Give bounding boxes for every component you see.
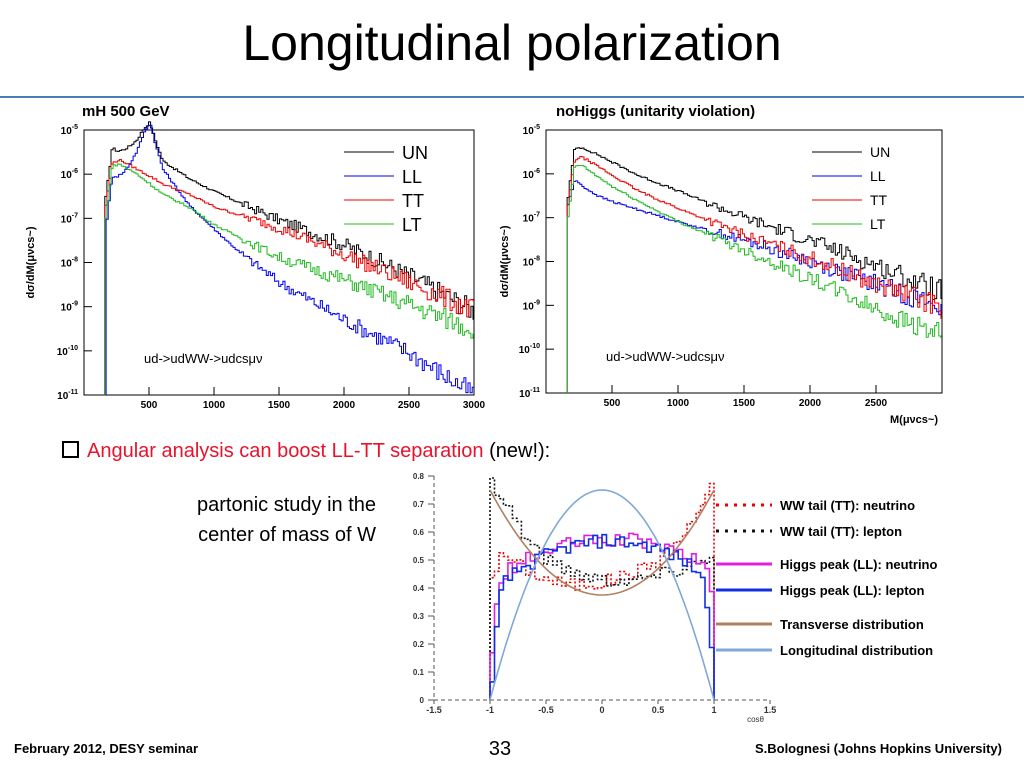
chart3-ytick-label: 0.2 <box>413 640 425 649</box>
chart1-ytick-label: 10-10 <box>57 345 78 358</box>
chart1-xtick-label: 500 <box>141 400 158 411</box>
chart3-series-1 <box>489 477 715 700</box>
chart1-series-LL <box>105 124 474 395</box>
chart2-xtick-label: 2500 <box>865 398 888 409</box>
chart2-ytick-label: 10-8 <box>523 256 540 269</box>
chart1-ytick-label: 10-9 <box>61 301 78 314</box>
chart1-xtick-label: 1500 <box>268 400 291 411</box>
chart1-series-LT <box>104 163 474 395</box>
chart3-ytick-label: 0.3 <box>413 612 425 621</box>
chart2-xtick-label: 2000 <box>799 398 822 409</box>
chart1-ytick-label: 10-11 <box>57 389 78 402</box>
chart3-legend-label: Longitudinal distribution <box>780 643 933 658</box>
chart1-ytick-label: 10-6 <box>61 168 78 181</box>
chart1-ylabel: dσ/dM(μνcs~) <box>25 226 37 298</box>
title-rule <box>0 96 1024 98</box>
chart2-ytick-label: 10-9 <box>523 299 540 312</box>
chart2-title: noHiggs (unitarity violation) <box>556 103 756 120</box>
chart2-legend-label: LL <box>870 168 886 184</box>
chart2-series-TT <box>566 156 942 393</box>
chart3-ytick-label: 0.6 <box>413 528 425 537</box>
chart2-series-LL <box>566 180 942 393</box>
chart3-ytick-label: 0.4 <box>413 584 425 593</box>
chart1-xtick-label: 2000 <box>333 400 356 411</box>
chart1-legend-label: UN <box>402 143 428 163</box>
chart3-legend-label: Transverse distribution <box>780 617 924 632</box>
chart2-series-LT <box>566 165 942 393</box>
chart2-legend-label: UN <box>870 144 890 160</box>
footer-right: S.Bolognesi (Johns Hopkins University) <box>754 741 1002 756</box>
chart3-series-3 <box>489 533 715 700</box>
bullet-highlight: Angular analysis can boost LL-TT separat… <box>87 440 484 462</box>
bullet-suffix: (new!): <box>483 440 551 462</box>
checkbox-bullet-icon <box>62 441 79 458</box>
chart3-series-4 <box>489 489 715 596</box>
chart3-ytick-label: 0.1 <box>413 668 425 677</box>
chart3-legend-label: Higgs peak (LL): neutrino <box>780 557 938 572</box>
chart1-ytick-label: 10-5 <box>61 124 78 137</box>
chart1-xtick-label: 1000 <box>203 400 226 411</box>
chart2-legend-label: TT <box>870 192 888 208</box>
chart1-series-TT <box>104 159 474 395</box>
chart3-xlabel: cosθ <box>747 715 764 724</box>
chart3-xtick-label: -0.5 <box>538 705 554 715</box>
chart2-ytick-label: 10-7 <box>523 212 540 225</box>
chart1-legend-label: TT <box>402 191 424 211</box>
chart1-plot-frame <box>83 129 475 396</box>
chart3-series-5 <box>489 489 715 701</box>
chart3-series-0 <box>489 482 715 700</box>
chart3-ytick-label: 0.5 <box>413 556 425 565</box>
chart2-xlabel: M(μνcs~) <box>890 414 938 426</box>
chart1-series-UN <box>104 121 474 395</box>
chart1-legend-label: LL <box>402 167 422 187</box>
footer-left: February 2012, DESY seminar <box>14 741 199 756</box>
page-number: 33 <box>488 738 512 760</box>
chart3-ytick-label: 0.8 <box>413 472 425 481</box>
chart1-legend-label: LT <box>402 215 422 235</box>
chart2-xtick-label: 1500 <box>733 398 756 409</box>
chart1-xtick-label: 3000 <box>463 400 486 411</box>
chart3-xtick-label: 1 <box>711 705 716 715</box>
chart1-annotation: ud->udWW->udcsμν <box>144 351 263 366</box>
chart3-xtick-label: 1.5 <box>764 705 777 715</box>
chart1-ytick-label: 10-7 <box>61 212 78 225</box>
chart2-legend-label: LT <box>870 216 886 232</box>
chart2-ytick-label: 10-11 <box>519 387 540 400</box>
chart1-ytick-label: 10-8 <box>61 257 78 270</box>
chart3-xtick-label: 0 <box>599 705 604 715</box>
chart3-ytick-label: 0.7 <box>413 500 425 509</box>
chart2-xtick-label: 500 <box>604 398 621 409</box>
chart3-xtick-label: 0.5 <box>652 705 665 715</box>
chart2-xtick-label: 1000 <box>667 398 690 409</box>
chart3-legend-label: WW tail (TT): neutrino <box>780 498 915 513</box>
chart2-ylabel: dσ/dM(μνcs~) <box>499 225 511 297</box>
chart2-ytick-label: 10-6 <box>523 168 540 181</box>
chart3-ytick-label: 0 <box>420 696 425 705</box>
chart3-xtick-label: -1 <box>486 705 494 715</box>
chart2-annotation: ud->udWW->udcsμν <box>606 349 725 364</box>
partonic-note: partonic study in the center of mass of … <box>197 494 376 546</box>
chart3-legend-label: Higgs peak (LL): lepton <box>780 583 925 598</box>
chart2-ytick-label: 10-10 <box>519 343 540 356</box>
bullet-line: Angular analysis can boost LL-TT separat… <box>62 440 550 463</box>
chart1-title: mH 500 GeV <box>82 103 170 120</box>
chart2-ytick-label: 10-5 <box>523 124 540 137</box>
chart3-xtick-label: -1.5 <box>426 705 442 715</box>
chart2-series-UN <box>566 147 942 393</box>
chart3-legend-label: WW tail (TT): lepton <box>780 524 902 539</box>
slide-title: Longitudinal polarization <box>242 15 782 71</box>
chart1-xtick-label: 2500 <box>398 400 421 411</box>
